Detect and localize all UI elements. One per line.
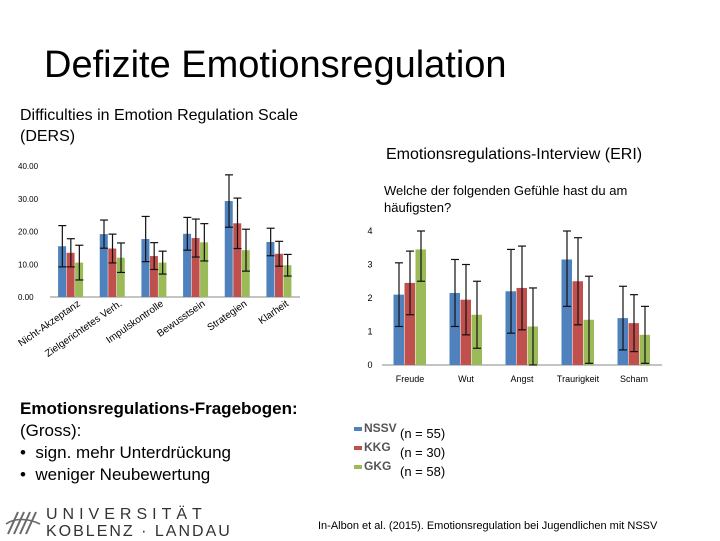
legend-name: KKG: [364, 440, 391, 454]
bar-kkg: [404, 282, 415, 365]
logo-text-line1: UNIVERSITÄT: [46, 506, 207, 523]
bullet-item: • weniger Neubewertung: [20, 464, 298, 486]
y-tick-label: 0.00: [18, 293, 34, 302]
x-category-label: Traurigkeit: [557, 374, 600, 384]
bar-nssv: [561, 259, 572, 365]
legend-name: NSSV: [364, 421, 397, 435]
bar-nssv: [183, 233, 192, 297]
university-logo: UNIVERSITÄT KOBLENZ · LANDAU: [4, 506, 264, 540]
bar-kkg: [149, 256, 158, 297]
x-category-label: Klarheit: [257, 298, 291, 327]
legend-swatch: [354, 465, 362, 469]
bullet-item: • sign. mehr Unterdrückung: [20, 442, 298, 464]
bar-nssv: [141, 239, 150, 297]
legend-name: GKG: [364, 459, 392, 473]
legend-swatch: [354, 427, 362, 431]
legend-item-kkg: KKG (n = 30): [354, 439, 484, 460]
y-tick-label: 40.00: [18, 162, 39, 171]
y-tick-label: 1: [367, 327, 372, 337]
bullet-text: weniger Neubewertung: [35, 465, 211, 484]
bar-nssv: [224, 201, 233, 297]
bullet-text: sign. mehr Unterdrückung: [35, 443, 231, 462]
x-category-label: Strategien: [206, 298, 250, 333]
x-category-label: Wut: [458, 374, 474, 384]
bar-gkg: [283, 265, 292, 297]
bar-kkg: [66, 252, 75, 297]
ders-chart: 0.0010.0020.0030.0040.00Nicht-AkzeptanzZ…: [17, 162, 300, 360]
slide-title: Defizite Emotionsregulation: [44, 44, 507, 86]
questionnaire-heading: Emotionsregulations-Fragebogen:: [20, 399, 298, 418]
ders-caption: Difficulties in Emotion Regulation Scale…: [20, 107, 299, 145]
legend: NSSV (n = 55) KKG (n = 30) GKG (n = 58): [354, 420, 484, 479]
legend-item-nssv: NSSV (n = 55): [354, 420, 484, 441]
legend-item-gkg: GKG (n = 58): [354, 458, 484, 479]
y-tick-label: 4: [367, 226, 372, 236]
legend-swatch: [354, 446, 362, 450]
bar-nssv: [393, 294, 404, 365]
university-logo-icon: [5, 511, 41, 535]
eri-caption: Emotionsregulations-Interview (ERI): [386, 146, 643, 163]
logo-text-line2: KOBLENZ · LANDAU: [46, 523, 232, 540]
y-tick-label: 30.00: [18, 195, 39, 204]
eri-chart: 0 1 2 3 4 Freude Wut Angst Traurigkeit Scham: [367, 226, 662, 384]
questionnaire-summary: Emotionsregulations-Fragebogen: (Gross):…: [20, 398, 298, 486]
bullet-symbol: •: [20, 465, 26, 484]
citation: In-Albon et al. (2015). Emotionsregulati…: [318, 520, 658, 532]
legend-sample-size: (n = 58): [400, 464, 446, 479]
x-category-label: Scham: [620, 374, 648, 384]
bar-gkg: [241, 250, 250, 297]
y-tick-label: 20.00: [18, 228, 39, 237]
bar-kkg: [233, 223, 242, 297]
bar-nssv: [449, 292, 460, 365]
bar-nssv: [99, 234, 108, 297]
bar-gkg: [116, 257, 125, 297]
bar-gkg: [200, 242, 209, 297]
bar-kkg: [108, 248, 117, 297]
bar-gkg: [158, 262, 167, 297]
y-tick-label: 2: [367, 293, 372, 303]
y-tick-label: 0: [367, 360, 372, 370]
bar-kkg: [191, 238, 200, 297]
y-tick-label: 3: [367, 260, 372, 270]
bar-kkg: [274, 253, 283, 297]
y-tick-label: 10.00: [18, 260, 39, 269]
x-category-label: Freude: [396, 374, 425, 384]
legend-sample-size: (n = 55): [400, 426, 446, 441]
bullet-symbol: •: [20, 443, 26, 462]
x-category-label: Angst: [510, 374, 534, 384]
legend-sample-size: (n = 30): [400, 445, 446, 460]
eri-question: Welche der folgenden Gefühle hast du am …: [384, 183, 628, 215]
bar-nssv: [266, 241, 275, 297]
questionnaire-subheading: (Gross):: [20, 421, 82, 440]
bar-gkg: [415, 249, 426, 365]
bar-nssv: [58, 246, 67, 297]
x-category-label: Zielgerichtetes Verh.: [43, 298, 124, 359]
